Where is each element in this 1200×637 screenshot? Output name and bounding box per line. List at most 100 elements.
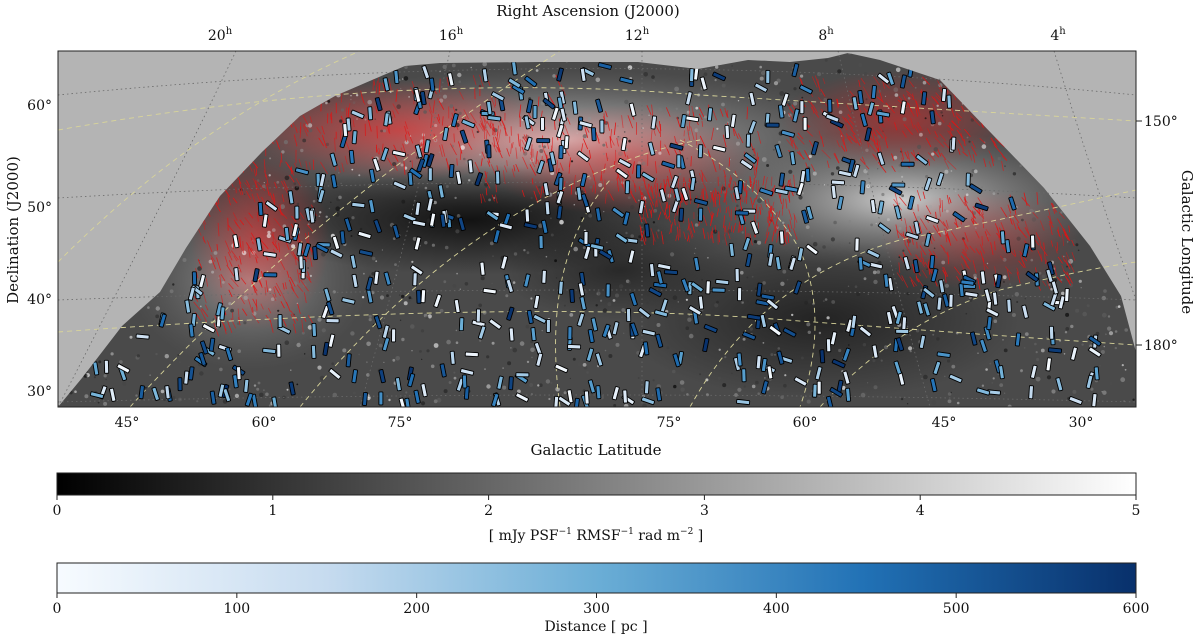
star-polarization-bar (391, 149, 407, 158)
intensity-speckle (653, 208, 658, 213)
field-vector (990, 242, 994, 256)
field-vector (769, 219, 772, 226)
intensity-speckle (243, 295, 248, 300)
intensity-speckle (293, 182, 297, 186)
star-polarization-bar (857, 256, 864, 271)
field-vector (1062, 270, 1068, 276)
intensity-speckle (685, 298, 689, 301)
field-vector (237, 176, 242, 184)
field-vector (983, 258, 985, 271)
intensity-speckle (638, 235, 642, 239)
field-vector (668, 168, 673, 180)
intensity-speckle (627, 65, 633, 70)
intensity-speckle (657, 260, 660, 262)
field-vector (235, 187, 237, 194)
intensity-speckle (766, 164, 770, 167)
field-vector (677, 226, 679, 241)
field-vector (745, 226, 747, 241)
star-polarization-bar (138, 385, 145, 400)
field-vector (785, 198, 788, 209)
intensity-speckle (459, 288, 461, 290)
star-polarization-bar (362, 391, 368, 407)
intensity-speckle (554, 259, 557, 263)
field-vector (944, 271, 947, 283)
intensity-speckle (367, 99, 373, 105)
field-vector (472, 75, 477, 86)
field-vector (449, 143, 457, 156)
intensity-speckle (458, 80, 462, 83)
star-polarization-bar (261, 213, 269, 228)
star-polarization-bar (524, 208, 531, 223)
field-vector (290, 286, 299, 299)
field-vector (788, 107, 794, 114)
star-polarization-bar (858, 325, 872, 338)
intensity-speckle (318, 215, 321, 217)
intensity-speckle (677, 301, 679, 303)
field-vector (789, 135, 793, 147)
intensity-speckle (352, 101, 356, 104)
intensity-speckle (1086, 304, 1090, 308)
intensity-speckle (1108, 331, 1114, 336)
star-polarization-bar (814, 366, 823, 381)
field-vector (651, 185, 654, 199)
field-vector (279, 204, 282, 216)
intensity-speckle (724, 356, 727, 359)
field-vector (772, 219, 776, 232)
star-polarization-bar (842, 370, 851, 385)
field-vector (646, 105, 652, 115)
intensity-speckle (545, 379, 551, 384)
field-vector (943, 266, 949, 277)
field-vector (261, 196, 268, 209)
intensity-speckle (294, 186, 299, 191)
star-polarization-bar (217, 383, 226, 398)
intensity-speckle (530, 393, 534, 396)
field-vector (647, 184, 649, 195)
intensity-speckle (865, 148, 869, 152)
field-vector (237, 264, 242, 273)
field-vector (885, 102, 896, 114)
star-polarization-bar (322, 341, 330, 356)
star-polarization-bar (536, 138, 551, 144)
field-vector (1042, 280, 1047, 287)
intensity-speckle (371, 272, 375, 276)
star-polarization-bar (867, 101, 875, 116)
intensity-speckle (103, 374, 107, 378)
star-polarization-bar (413, 236, 422, 251)
field-vector (497, 146, 503, 159)
glat-tick-label: 30° (1069, 415, 1094, 431)
field-vector (699, 135, 706, 148)
intensity-speckle (160, 389, 165, 394)
intensity-speckle (697, 128, 701, 132)
intensity-speckle (1066, 265, 1068, 268)
field-vector (1049, 223, 1053, 235)
intensity-speckle (321, 252, 326, 257)
field-vector (492, 123, 494, 136)
star-polarization-bar (330, 174, 338, 189)
field-vector (842, 138, 848, 152)
star-polarization-bar (451, 113, 459, 128)
intensity-speckle (734, 393, 738, 397)
field-vector (281, 194, 285, 203)
intensity-speckle (992, 192, 996, 196)
intensity-speckle (718, 348, 721, 351)
field-vector (710, 230, 712, 239)
field-vector (566, 117, 571, 125)
star-polarization-bar (681, 278, 690, 293)
intensity-speckle (317, 317, 322, 322)
field-vector (765, 177, 768, 187)
field-vector (580, 143, 584, 152)
field-vector (910, 152, 919, 161)
intensity-speckle (502, 367, 504, 369)
star-polarization-bar (611, 386, 620, 401)
star-polarization-bar (768, 324, 782, 337)
intensity-speckle (965, 312, 968, 315)
field-vector (896, 272, 904, 282)
dec-gridline-30 (58, 394, 1136, 403)
star-polarization-bar (595, 98, 604, 113)
intensity-speckle (375, 260, 378, 263)
intensity-speckle (895, 268, 897, 270)
star-polarization-bar (381, 324, 390, 339)
field-vector (312, 159, 315, 170)
intensity-speckle (401, 199, 406, 204)
intensity-speckle (356, 118, 358, 120)
